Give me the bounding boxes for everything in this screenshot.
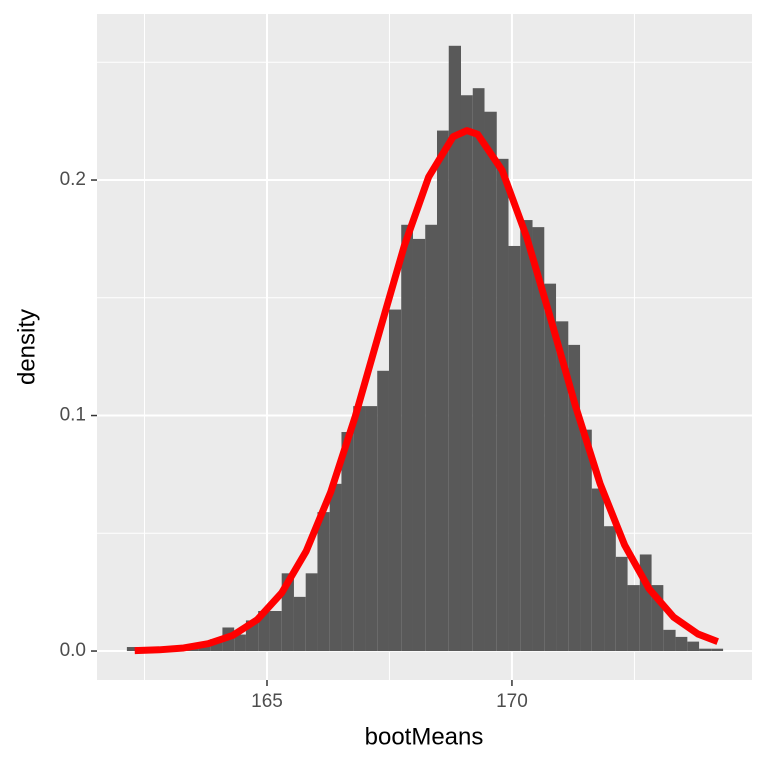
bar bbox=[388, 309, 402, 652]
bar bbox=[675, 636, 688, 652]
bar bbox=[365, 406, 378, 652]
bar bbox=[126, 647, 139, 652]
bar bbox=[412, 238, 426, 652]
bar bbox=[591, 488, 605, 652]
bar bbox=[436, 130, 449, 652]
bar bbox=[198, 645, 211, 652]
y-tick-label: 0.2 bbox=[60, 169, 86, 190]
bar bbox=[425, 224, 437, 652]
bar bbox=[401, 224, 413, 652]
x-tick-label: 170 bbox=[496, 691, 528, 712]
bar bbox=[293, 596, 306, 652]
bar bbox=[663, 629, 676, 652]
bar bbox=[687, 641, 700, 652]
bar bbox=[353, 406, 366, 652]
bar bbox=[317, 512, 330, 652]
bar bbox=[448, 45, 461, 652]
density-curve bbox=[134, 127, 719, 655]
y-axis-label: density bbox=[13, 309, 40, 385]
bar bbox=[234, 634, 246, 652]
bar bbox=[615, 556, 628, 652]
bar bbox=[699, 648, 712, 652]
bar bbox=[258, 610, 270, 652]
bar bbox=[210, 639, 223, 652]
bar bbox=[305, 573, 318, 652]
bar bbox=[532, 227, 545, 652]
bar bbox=[604, 526, 616, 652]
bar bbox=[580, 429, 592, 652]
bar bbox=[460, 95, 473, 652]
bar bbox=[496, 158, 509, 652]
bar bbox=[269, 610, 282, 652]
bar bbox=[627, 585, 640, 652]
bar bbox=[472, 88, 485, 652]
y-tick-label: 0.0 bbox=[60, 640, 86, 661]
bar bbox=[544, 283, 557, 652]
bar bbox=[508, 245, 521, 652]
bar bbox=[651, 585, 664, 652]
y-tick-label: 0.1 bbox=[60, 405, 86, 426]
bar bbox=[568, 344, 581, 652]
x-axis-label: bootMeans bbox=[365, 723, 484, 750]
bar bbox=[520, 220, 533, 652]
bar bbox=[639, 554, 652, 652]
bar bbox=[484, 111, 497, 652]
bar bbox=[711, 648, 724, 652]
bar bbox=[341, 432, 354, 652]
bar bbox=[377, 370, 389, 652]
x-tick-label: 165 bbox=[251, 691, 283, 712]
bar bbox=[329, 483, 342, 652]
bar bbox=[556, 321, 569, 652]
